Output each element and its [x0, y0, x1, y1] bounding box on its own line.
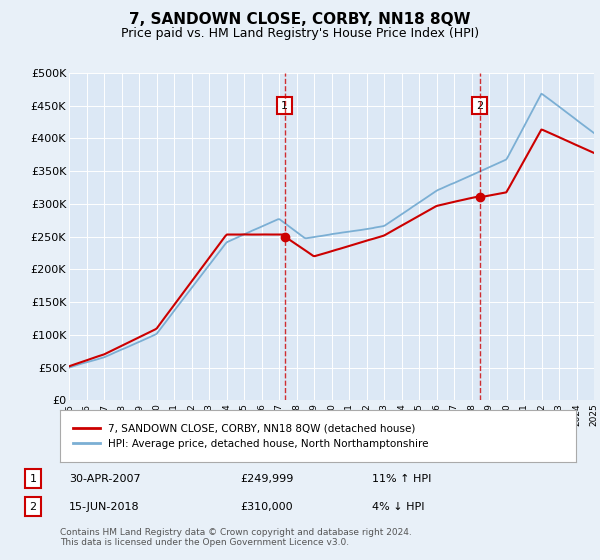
Text: 2: 2	[29, 502, 37, 512]
Text: 15-JUN-2018: 15-JUN-2018	[69, 502, 140, 512]
Text: £249,999: £249,999	[240, 474, 293, 484]
Text: Price paid vs. HM Land Registry's House Price Index (HPI): Price paid vs. HM Land Registry's House …	[121, 27, 479, 40]
Text: 7, SANDOWN CLOSE, CORBY, NN18 8QW: 7, SANDOWN CLOSE, CORBY, NN18 8QW	[129, 12, 471, 27]
Text: 2: 2	[476, 101, 483, 110]
Text: 11% ↑ HPI: 11% ↑ HPI	[372, 474, 431, 484]
Legend: 7, SANDOWN CLOSE, CORBY, NN18 8QW (detached house), HPI: Average price, detached: 7, SANDOWN CLOSE, CORBY, NN18 8QW (detac…	[70, 420, 431, 452]
Text: 4% ↓ HPI: 4% ↓ HPI	[372, 502, 425, 512]
Text: 1: 1	[281, 101, 288, 110]
Text: 1: 1	[29, 474, 37, 484]
Text: £310,000: £310,000	[240, 502, 293, 512]
Text: 30-APR-2007: 30-APR-2007	[69, 474, 140, 484]
Text: Contains HM Land Registry data © Crown copyright and database right 2024.
This d: Contains HM Land Registry data © Crown c…	[60, 528, 412, 547]
